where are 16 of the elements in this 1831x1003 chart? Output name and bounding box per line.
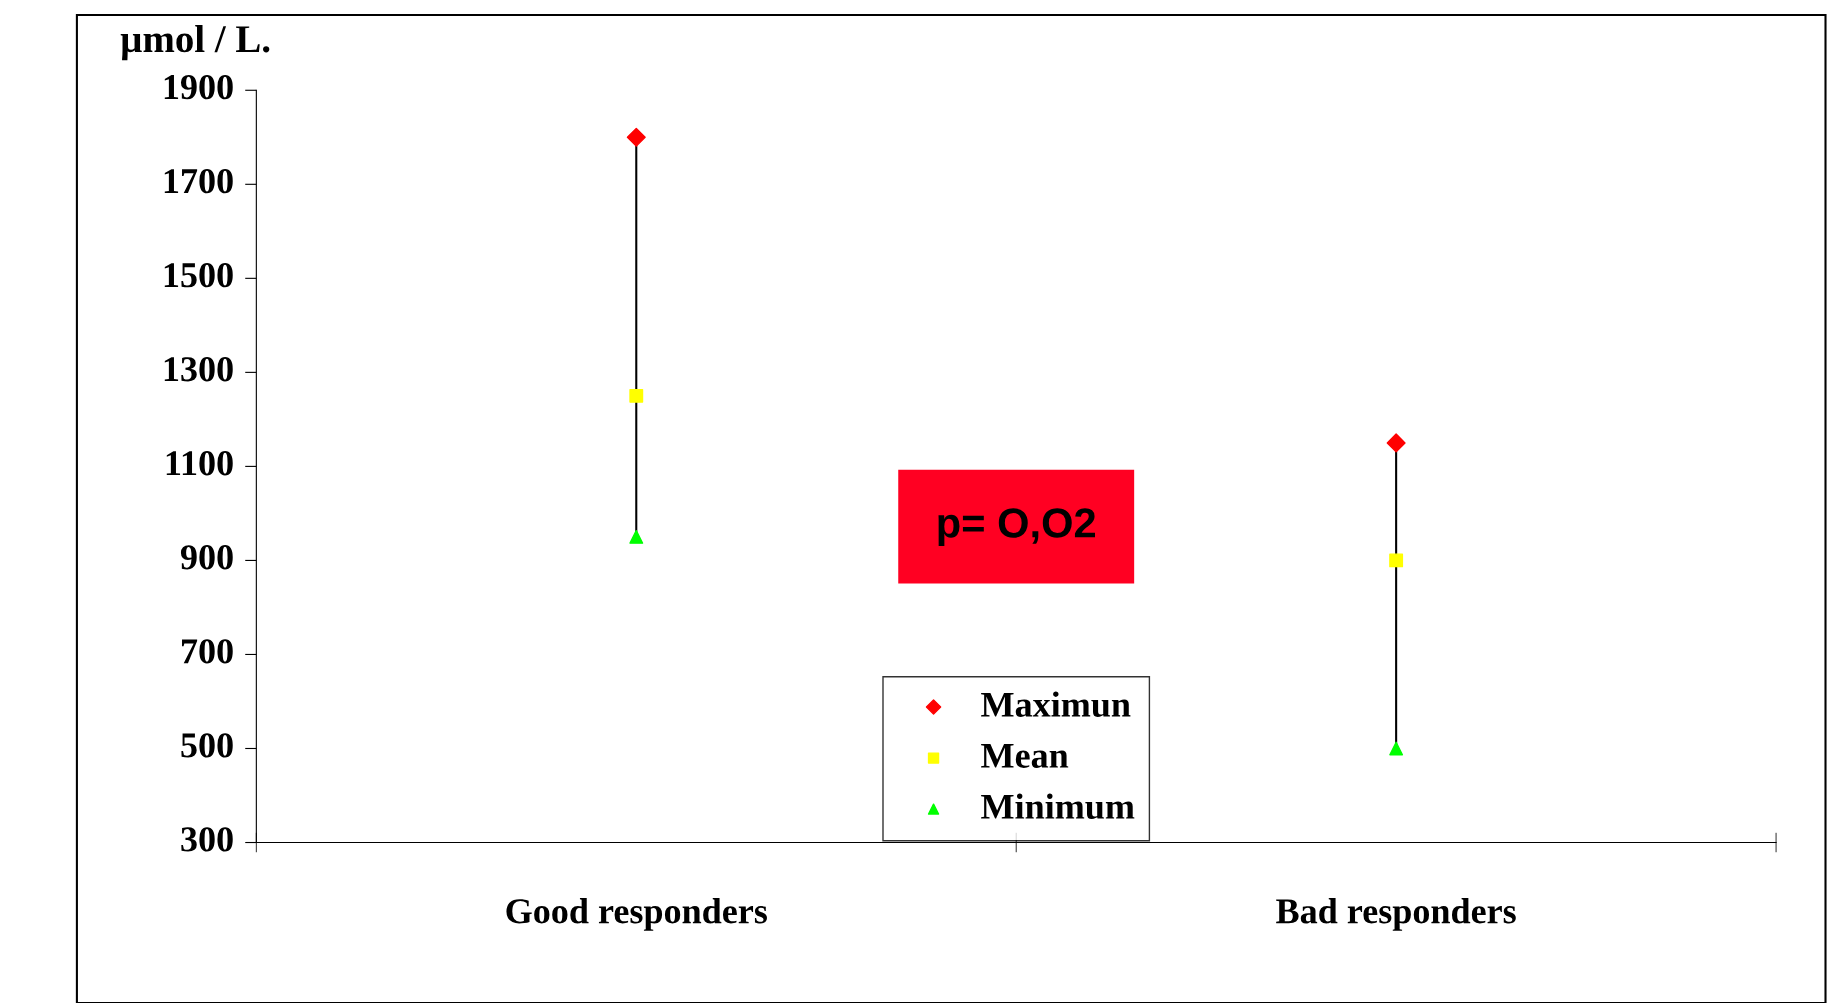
annotation: p= O,O2 <box>938 508 1095 546</box>
x-tick-label: Good responders <box>506 898 767 931</box>
y-tick-label: 1900 <box>164 74 233 100</box>
x-tick-label: Bad responders <box>1276 898 1516 931</box>
y-tick-label: 1700 <box>164 168 233 194</box>
y-tick-label: 1300 <box>164 357 233 382</box>
y-axis-title: µmol / L. <box>120 24 270 61</box>
y-tick-label: 1500 <box>164 263 233 288</box>
y-tick-label: 500 <box>181 733 233 758</box>
y-tick-label: 300 <box>181 827 233 852</box>
y-tick-label: 700 <box>182 639 233 664</box>
y-tick-label: 900 <box>180 545 233 570</box>
legend-label: Mean <box>981 743 1069 768</box>
legend-label: Minimum <box>981 793 1135 820</box>
y-tick-label: 1100 <box>166 451 233 476</box>
legend-label: Maximun <box>981 691 1131 717</box>
